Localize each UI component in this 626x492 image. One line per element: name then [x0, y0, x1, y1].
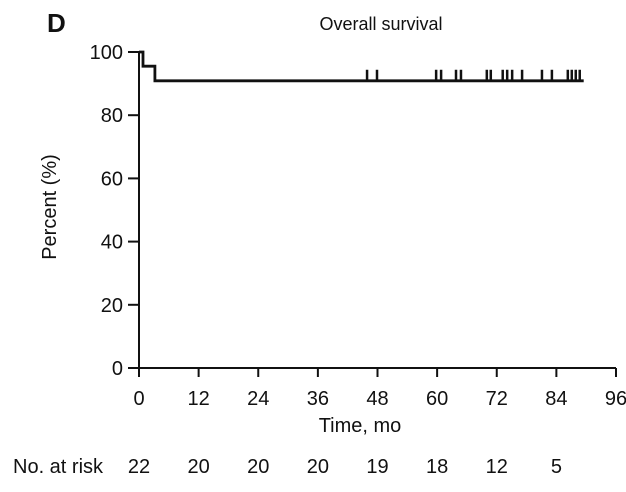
chart-title: Overall survival: [319, 14, 442, 34]
censor-marks-group: [365, 69, 581, 81]
at-risk-count: 20: [247, 456, 269, 478]
y-tick-label: 60: [101, 168, 123, 190]
y-tick-label: 0: [112, 358, 123, 380]
at-risk-count: 5: [551, 456, 562, 478]
survival-curve: [139, 50, 584, 83]
at-risk-count: 20: [188, 456, 210, 478]
y-tick-label: 40: [101, 232, 123, 254]
survival-curve-group: [139, 50, 584, 83]
x-tick-label: 0: [133, 388, 144, 410]
at-risk-count: 18: [426, 456, 448, 478]
x-tick-label: 96: [605, 388, 626, 410]
x-tick-label: 72: [486, 388, 508, 410]
axes: [138, 52, 616, 369]
at-risk-count: 12: [486, 456, 508, 478]
x-axis-title: Time, mo: [319, 415, 402, 437]
x-tick-label: 84: [545, 388, 567, 410]
axis-line: [138, 52, 616, 369]
at-risk-label: No. at risk: [13, 456, 104, 478]
at-risk-count: 19: [366, 456, 388, 478]
x-tick-label: 60: [426, 388, 448, 410]
at-risk-count: 20: [307, 456, 329, 478]
y-axis-ticks: 0 20 40 60 80 100: [90, 42, 139, 380]
x-tick-label: 36: [307, 388, 329, 410]
x-tick-label: 48: [366, 388, 388, 410]
y-tick-label: 100: [90, 42, 123, 64]
y-axis-title: Percent (%): [39, 154, 61, 260]
x-tick-label: 12: [188, 388, 210, 410]
y-tick-label: 80: [101, 105, 123, 127]
x-tick-label: 24: [247, 388, 269, 410]
at-risk-count: 22: [128, 456, 150, 478]
y-tick-label: 20: [101, 295, 123, 317]
at-risk-counts: 22 20 20 20 19 18 12 5: [128, 456, 562, 478]
x-axis-ticks: 0 12 24 36 48 60 72 84 96: [133, 368, 626, 410]
panel-label: D: [47, 8, 66, 38]
